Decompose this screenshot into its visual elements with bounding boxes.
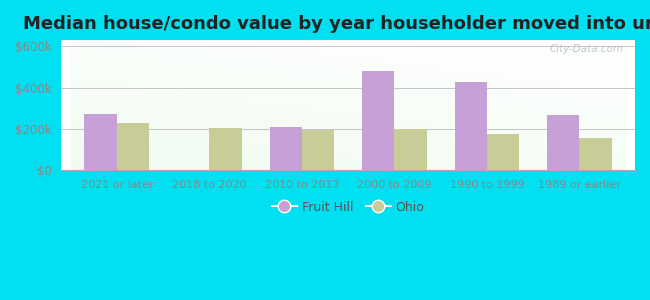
Bar	[84, 115, 117, 170]
Bar	[547, 116, 580, 170]
Bar	[209, 128, 242, 170]
Bar	[362, 71, 395, 170]
Bar	[270, 127, 302, 170]
Legend: Fruit Hill, Ohio: Fruit Hill, Ohio	[266, 196, 430, 219]
Bar	[487, 134, 519, 170]
Bar	[580, 138, 612, 170]
Title: Median house/condo value by year householder moved into unit: Median house/condo value by year househo…	[23, 15, 650, 33]
Bar	[117, 123, 150, 170]
Bar	[395, 129, 427, 170]
Bar	[454, 82, 487, 170]
Bar	[302, 130, 334, 170]
Text: City-Data.com: City-Data.com	[549, 44, 623, 54]
